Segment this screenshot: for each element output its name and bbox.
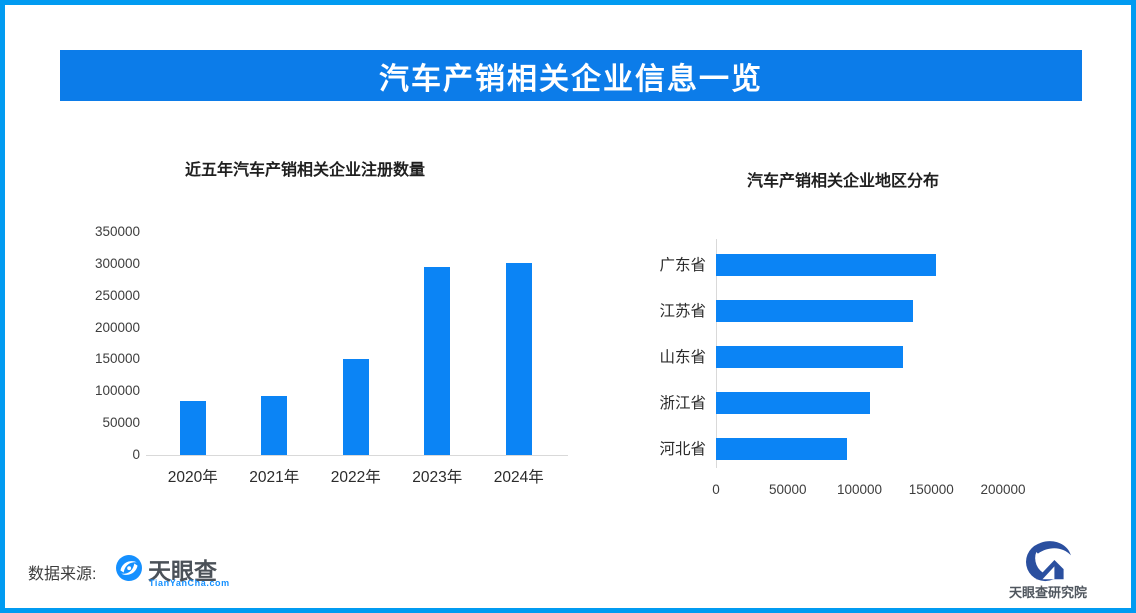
left-chart-bar-2022年 [342, 358, 369, 455]
left-chart-x-category-label: 2024年 [493, 469, 544, 486]
left-chart-x-category-label: 2020年 [167, 469, 218, 486]
institute-logo: 天眼查研究院 [1000, 538, 1096, 600]
right-chart-category-label: 广东省 [659, 256, 706, 274]
right-chart-x-tick-label: 150000 [908, 482, 954, 497]
left-chart-y-tick-label: 200000 [94, 319, 140, 335]
left-chart-y-tick-label: 50000 [102, 415, 140, 431]
right-chart-category-label: 河北省 [659, 441, 706, 459]
left-chart-title: 近五年汽车产销相关企业注册数量 [185, 162, 426, 179]
left-chart-x-category-label: 2023年 [412, 469, 463, 486]
left-chart-y-tick-label: 100000 [94, 383, 140, 399]
data-source-label: 数据来源: [28, 566, 97, 583]
left-chart-x-axis-line [146, 455, 568, 456]
page-title: 汽车产销相关企业信息一览 [60, 50, 1082, 101]
institute-logo-text: 天眼查研究院 [1008, 585, 1087, 600]
tianyancha-logo: 天眼查 TianYanCha.com [116, 554, 236, 592]
tianyancha-eye-icon [116, 555, 142, 581]
right-chart-x-tick-label: 200000 [980, 482, 1026, 497]
left-chart-x-category-label: 2021年 [249, 469, 300, 486]
left-chart-bar-2020年 [179, 400, 206, 455]
page-title-text: 汽车产销相关企业信息一览 [379, 62, 763, 96]
left-chart-bar-2021年 [261, 395, 288, 455]
left-chart-bar-2023年 [424, 267, 451, 455]
left-chart-x-category-label: 2022年 [330, 469, 381, 486]
right-chart-category-label: 江苏省 [659, 302, 706, 320]
right-chart-bar-江苏省 [716, 299, 913, 322]
right-chart-title: 汽车产销相关企业地区分布 [746, 173, 939, 190]
right-chart-x-tick-label: 50000 [768, 482, 807, 497]
right-chart-bar-广东省 [716, 253, 936, 276]
right-chart-bar-山东省 [716, 345, 903, 368]
right-chart-category-label: 浙江省 [659, 395, 706, 413]
institute-swoosh-house-icon [1026, 540, 1071, 582]
tianyancha-logo-domain: TianYanCha.com [149, 578, 230, 588]
left-chart-y-tick-label: 0 [132, 447, 140, 462]
left-chart-y-tick-label: 150000 [94, 351, 140, 367]
right-chart-x-tick-label: 0 [712, 482, 720, 497]
left-chart-y-tick-label: 300000 [94, 255, 140, 271]
left-chart-y-tick-label: 250000 [94, 287, 140, 303]
right-chart-category-label: 山东省 [659, 348, 706, 366]
left-chart-y-tick-label: 350000 [94, 224, 140, 239]
left-chart-bar-2024年 [505, 262, 532, 455]
right-chart-x-tick-label: 100000 [836, 482, 883, 497]
right-chart-bar-河北省 [716, 438, 847, 461]
right-chart-bar-浙江省 [716, 392, 870, 415]
tianyancha-logo-text: 天眼查 [148, 558, 217, 584]
